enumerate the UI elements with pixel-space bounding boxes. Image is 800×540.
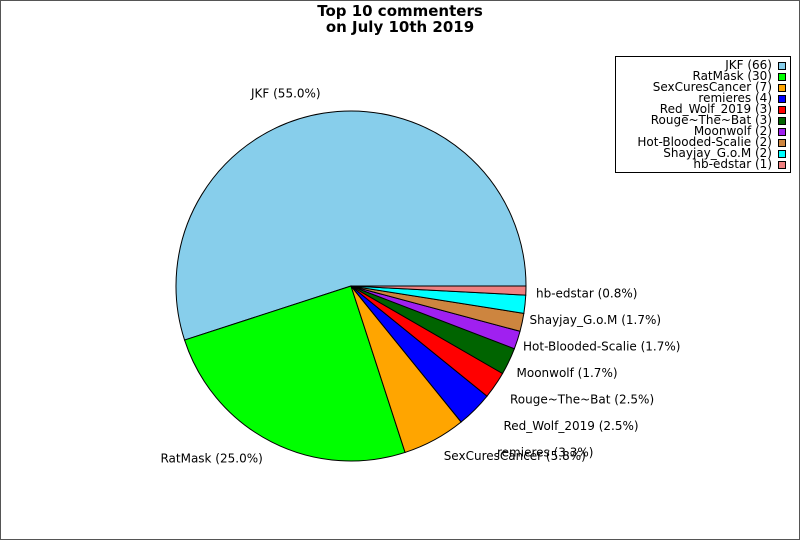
legend-swatch: [778, 127, 786, 136]
pie-label-2: SexCuresCancer (5.8%): [444, 449, 586, 463]
legend-entry-5: Rouge~The~Bat (3): [616, 113, 786, 127]
pie-slice-9: [350, 285, 527, 296]
legend-entry-4: Red_Wolf_2019 (3): [616, 102, 786, 116]
legend-entry-8: Shayjay_G.o.M (2): [616, 146, 786, 160]
legend-entry-2: SexCuresCancer (7): [616, 80, 786, 94]
legend-label: SexCuresCancer (7): [652, 80, 772, 94]
pie-slice-1: [183, 285, 406, 462]
legend-label: JKF (66): [725, 58, 772, 72]
chart-title-line-1: Top 10 commenters: [317, 2, 483, 20]
pie-label-3: remieres (3.3%): [497, 446, 593, 460]
legend-label: Red_Wolf_2019 (3): [659, 102, 772, 116]
legend-label: Moonwolf (2): [693, 124, 772, 138]
legend-entry-7: Hot-Blooded-Scalie (2): [616, 135, 786, 149]
legend-label: remieres (4): [698, 91, 772, 105]
legend-swatch: [778, 83, 786, 92]
legend-entry-6: Moonwolf (2): [616, 124, 786, 138]
legend-entry-0: JKF (66): [616, 58, 786, 72]
pie-label-1: RatMask (25.0%): [160, 452, 262, 466]
pie-label-5: Rouge~The~Bat (2.5%): [510, 393, 654, 407]
legend-swatch: [778, 149, 786, 158]
legend: JKF (66) RatMask (30) SexCuresCancer (7) re…: [615, 56, 791, 173]
pie-label-7: Hot-Blooded-Scalie (1.7%): [523, 340, 680, 354]
pie-label-4: Red_Wolf_2019 (2.5%): [504, 419, 639, 433]
pie-label-0: JKF (55.0%): [250, 87, 321, 101]
legend-label: hb-edstar (1): [693, 157, 772, 171]
legend-swatch: [778, 105, 786, 114]
legend-label: Rouge~The~Bat (3): [650, 113, 772, 127]
legend-label: RatMask (30): [692, 69, 773, 83]
pie-slice-0: [175, 110, 527, 341]
pie-slices: [175, 110, 527, 462]
legend-entry-3: remieres (4): [616, 91, 786, 105]
legend-swatch: [778, 116, 786, 125]
pie-slice-labels: JKF (55.0%) RatMask (25.0%) SexCuresCancer…: [160, 87, 680, 466]
legend-swatch: [778, 61, 786, 70]
legend-swatch: [778, 94, 786, 103]
pie-label-9: hb-edstar (0.8%): [536, 287, 637, 301]
pie-label-8: Shayjay_G.o.M (1.7%): [530, 313, 662, 327]
legend-label: Shayjay_G.o.M (2): [663, 146, 772, 160]
legend-entry-1: RatMask (30): [616, 69, 786, 83]
chart-title-line-2: on July 10th 2019: [325, 18, 475, 36]
pie-label-6: Moonwolf (1.7%): [517, 366, 618, 380]
legend-label: Hot-Blooded-Scalie (2): [637, 135, 772, 149]
chart-title: Top 10 commenters on July 10th 2019: [1, 3, 799, 35]
legend-swatch: [778, 160, 786, 169]
legend-swatch: [778, 138, 786, 147]
legend-swatch: [778, 72, 786, 81]
legend-entry-9: hb-edstar (1): [616, 157, 786, 171]
